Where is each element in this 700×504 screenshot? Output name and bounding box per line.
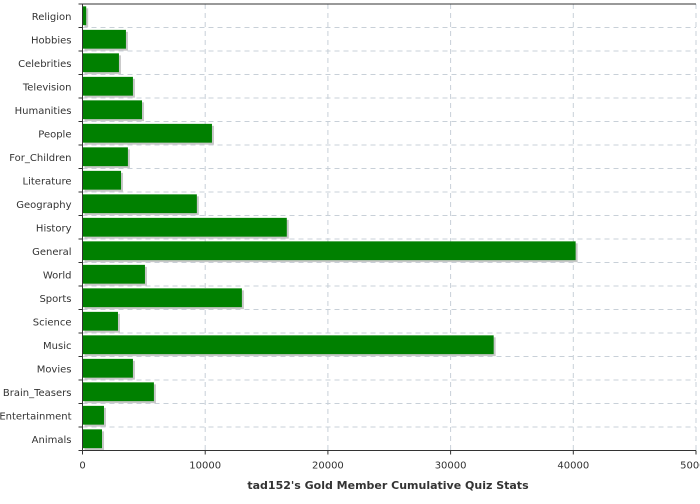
axes xyxy=(78,3,697,455)
bar-celebrities xyxy=(82,53,119,73)
bar-people xyxy=(82,123,212,143)
bar-shadow xyxy=(84,8,89,28)
x-tick-label: 50000 xyxy=(680,461,700,472)
category-label: History xyxy=(36,223,72,234)
x-tick-label: 0 xyxy=(79,461,85,472)
category-label: Religion xyxy=(32,12,72,23)
bar-religion xyxy=(82,6,87,26)
category-label: Literature xyxy=(23,176,72,187)
category-label: Humanities xyxy=(15,106,72,117)
category-label: Hobbies xyxy=(31,35,71,46)
gridlines xyxy=(82,4,697,451)
category-label: Sports xyxy=(39,294,71,305)
category-label: Science xyxy=(33,317,72,328)
bar-movies xyxy=(82,358,133,378)
bar-sports xyxy=(82,288,242,308)
x-tick-labels: 0 10000 20000 30000 40000 50000 xyxy=(79,461,700,472)
category-label: People xyxy=(38,129,71,140)
bar-geography xyxy=(82,194,197,214)
bar-hobbies xyxy=(82,29,126,49)
bar-science xyxy=(82,311,118,331)
category-label: Movies xyxy=(37,364,72,375)
category-label: Television xyxy=(22,82,72,93)
category-labels: Religion Hobbies Celebrities Television Huma… xyxy=(0,12,72,446)
category-label: World xyxy=(43,270,72,281)
category-label: Brain_Teasers xyxy=(3,388,72,399)
bar-general xyxy=(82,241,576,261)
bar-for_children xyxy=(82,147,128,167)
category-label: For_Children xyxy=(9,153,71,164)
bar-brain_teasers xyxy=(82,382,154,402)
x-tick-label: 40000 xyxy=(557,461,589,472)
bar-history xyxy=(82,217,287,237)
category-label: Geography xyxy=(16,200,71,211)
bar-animals xyxy=(82,429,103,449)
bars xyxy=(82,6,578,451)
x-axis-label: tad152's Gold Member Cumulative Quiz Sta… xyxy=(247,479,529,492)
bar-world xyxy=(82,264,145,284)
category-label: General xyxy=(32,247,71,258)
category-label: Celebrities xyxy=(18,59,71,70)
bar-entertainment xyxy=(82,405,104,425)
bar-music xyxy=(82,335,494,355)
bar-humanities xyxy=(82,100,143,120)
bar-literature xyxy=(82,170,122,190)
bar-television xyxy=(82,76,133,96)
category-label: Music xyxy=(43,341,71,352)
x-tick-label: 10000 xyxy=(189,461,221,472)
x-tick-label: 20000 xyxy=(312,461,344,472)
category-label: Entertainment xyxy=(0,411,72,422)
category-label: Animals xyxy=(32,435,72,446)
x-tick-label: 30000 xyxy=(435,461,467,472)
